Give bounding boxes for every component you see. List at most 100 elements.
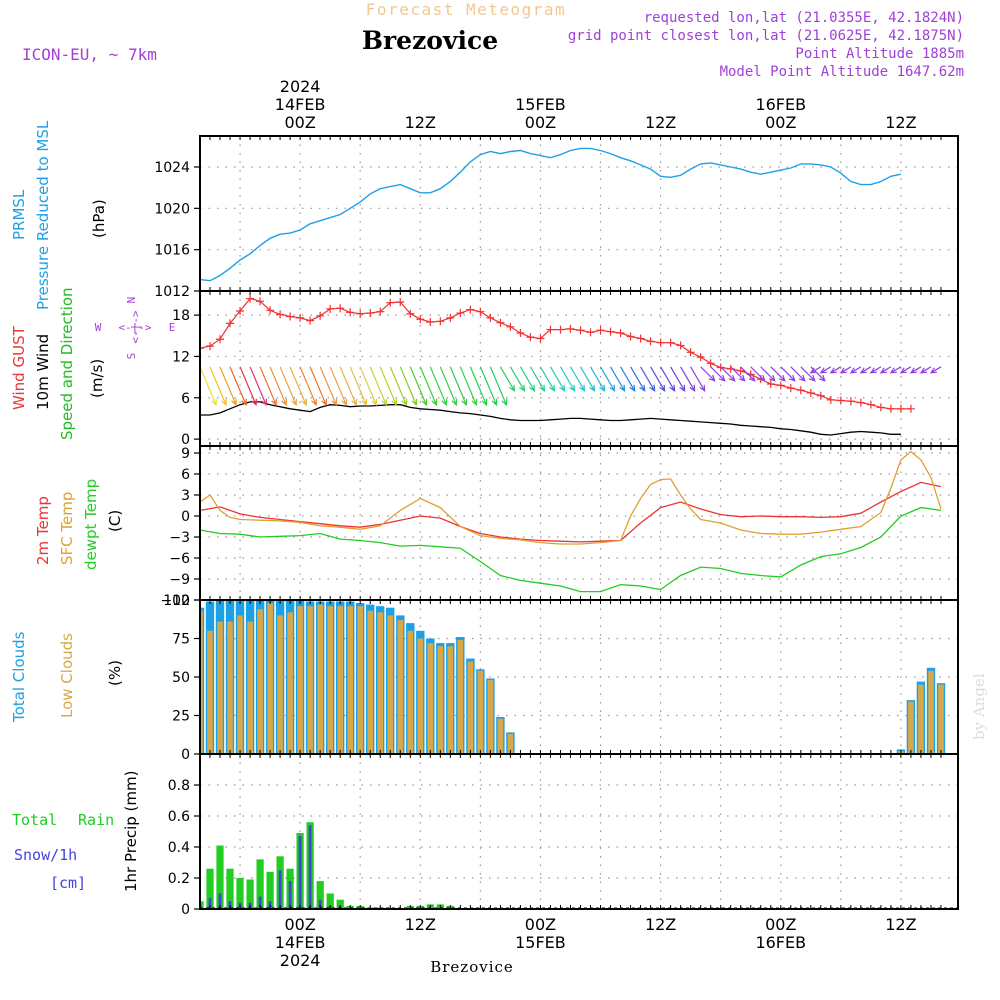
gust-marker [846,397,855,406]
ytick-label: −6 [169,551,190,567]
wind-direction-arrow [829,366,842,374]
wind-direction-arrow [579,366,596,393]
ytick-label: 3 [181,488,190,504]
low-cloud-bar [377,612,383,754]
snow-bar [318,899,322,909]
wind-direction-arrow [730,366,746,382]
wind-direction-arrow [569,366,586,393]
ytick-label: 6 [181,467,190,483]
time-label-bottom: 16FEB [755,933,806,952]
snow-bar [208,898,212,909]
wind-direction-arrow [469,366,488,407]
sfc-temp-line [200,450,942,545]
gust-marker [386,298,395,307]
wind10-label: 10m Wind [34,334,52,410]
wind-direction-arrow [819,366,832,374]
precip-total-label: Total [12,811,57,829]
gust-marker [336,304,345,313]
wind-direction-arrow [200,366,217,407]
gust-marker [766,380,775,388]
time-label-top: 2024 [280,77,321,96]
point-altitude: Point Altitude 1885m [795,46,964,62]
time-label-top: 00Z [525,113,556,132]
wind-direction-arrow [889,366,902,374]
time-label-bottom: 00Z [765,915,796,934]
wind-direction-arrow [369,366,388,407]
total-clouds-label: Total Clouds [10,631,28,723]
wind-direction-arrow [630,366,646,393]
ytick-label: 0.8 [168,778,190,794]
time-label-bottom: 00Z [525,915,556,934]
gust-marker [316,311,325,320]
panel-frame [199,753,959,910]
ytick-label: −9 [169,572,190,588]
snow-bar [278,870,282,909]
temp-unit: (C) [106,510,124,532]
wind-direction-arrow [760,366,776,382]
wind-direction-arrow [309,366,328,407]
wind-direction-arrow [539,366,556,393]
ytick-label: 12 [172,349,190,365]
low-cloud-bar [317,604,323,754]
ytick-label: 0 [181,902,190,918]
low-cloud-bar [387,615,393,754]
gust-marker [200,344,204,353]
wind-direction-arrow [449,366,468,407]
gust-marker [786,384,795,393]
rain-bar [336,899,344,909]
wind-direction-arrow [339,366,358,407]
rain-bar [326,893,334,909]
rain-bar [206,868,214,909]
gust-marker [856,398,865,407]
wind10-line [200,401,901,436]
temp2m-line [200,481,942,543]
wind-direction-arrow [909,366,922,374]
precip-snow-label: Snow/1h [14,846,77,864]
low-cloud-bar [457,640,464,754]
gust-marker [556,325,565,334]
wind-direction-arrow [319,366,338,407]
compass-e: E [169,321,176,334]
gust-marker [296,313,305,322]
low-cloud-bar [207,630,213,754]
time-label-top: 14FEB [275,95,326,114]
wind-direction-arrow [269,366,287,407]
gust-marker [626,332,635,341]
gust-marker [896,404,905,413]
snow-bar [258,896,262,909]
time-label-bottom: 12Z [405,915,436,934]
gust-marker [806,388,815,397]
ytick-label: 9 [181,446,190,462]
gust-marker [376,307,385,316]
low-cloud-bar [427,643,434,754]
time-label-bottom: 12Z [885,915,916,934]
gust-marker [536,334,545,343]
wind-direction-arrow [439,366,458,407]
low-cloud-bar [407,630,414,754]
rain-bar [316,881,324,909]
watermark: by Angel [970,673,988,740]
low-cloud-bar [200,610,203,754]
low-cloud-bar [217,621,223,754]
wind-direction-arrow [919,366,932,374]
ytick-label: 75 [172,632,190,648]
snow-bar [288,881,292,909]
wind-direction-arrow [700,366,716,382]
low-cloud-bar [918,684,924,754]
rain-bar [216,845,224,909]
ytick-label: −12 [160,593,190,609]
ytick-label: 1016 [154,243,190,259]
station-title: Brezovice [362,26,498,55]
wind-direction-arrow [640,366,656,393]
gust-marker [706,359,715,368]
gust-marker [346,308,355,317]
rain-bar [246,879,254,909]
wind-direction-arrow [519,366,536,392]
axis-layer: 1012101610201024061218−12−9−6−3036902550… [154,77,916,970]
ytick-label: 0 [181,747,190,763]
dewpt-label: dewpt Temp [82,479,100,570]
wind-direction-arrow [599,366,616,393]
wind-direction-arrow [479,366,498,407]
compass-arrows-h: <-|-> [118,321,151,334]
wind-direction-arrow [650,366,666,393]
